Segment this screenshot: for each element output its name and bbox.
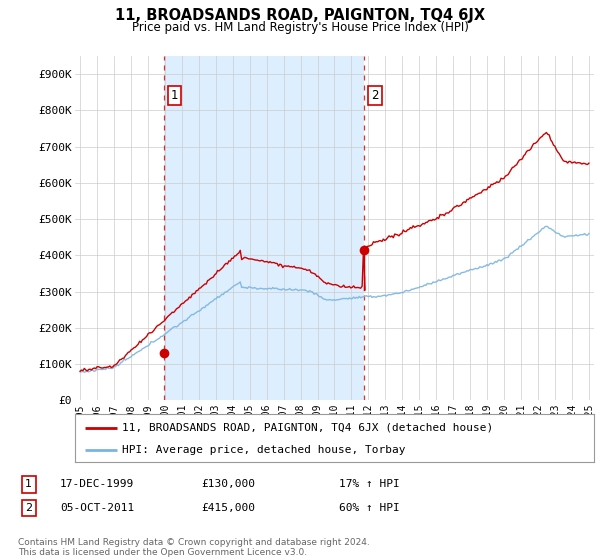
Text: Contains HM Land Registry data © Crown copyright and database right 2024.
This d: Contains HM Land Registry data © Crown c… <box>18 538 370 557</box>
Text: £130,000: £130,000 <box>201 479 255 489</box>
Text: 17% ↑ HPI: 17% ↑ HPI <box>339 479 400 489</box>
Text: 05-OCT-2011: 05-OCT-2011 <box>60 503 134 513</box>
Text: 11, BROADSANDS ROAD, PAIGNTON, TQ4 6JX: 11, BROADSANDS ROAD, PAIGNTON, TQ4 6JX <box>115 8 485 24</box>
Text: Price paid vs. HM Land Registry's House Price Index (HPI): Price paid vs. HM Land Registry's House … <box>131 21 469 34</box>
Bar <box>164 56 364 400</box>
Text: £415,000: £415,000 <box>201 503 255 513</box>
Text: HPI: Average price, detached house, Torbay: HPI: Average price, detached house, Torb… <box>122 445 405 455</box>
Text: 1: 1 <box>171 90 178 102</box>
Text: 17-DEC-1999: 17-DEC-1999 <box>60 479 134 489</box>
Text: 2: 2 <box>371 90 379 102</box>
Text: 2: 2 <box>25 503 32 513</box>
Text: 11, BROADSANDS ROAD, PAIGNTON, TQ4 6JX (detached house): 11, BROADSANDS ROAD, PAIGNTON, TQ4 6JX (… <box>122 423 493 433</box>
Text: 60% ↑ HPI: 60% ↑ HPI <box>339 503 400 513</box>
Text: 1: 1 <box>25 479 32 489</box>
